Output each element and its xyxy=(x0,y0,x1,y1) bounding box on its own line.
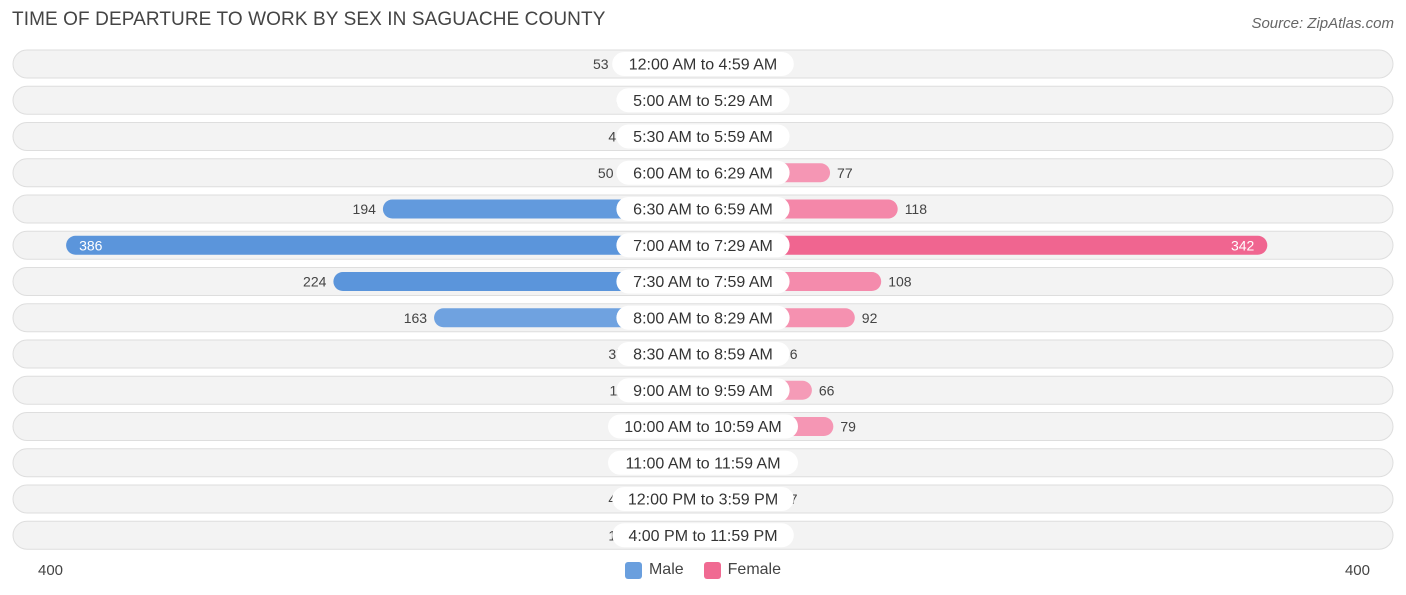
category-label-background xyxy=(612,487,794,511)
legend-swatch-female xyxy=(703,561,721,579)
category-label: 9:00 AM to 9:59 AM xyxy=(633,383,773,400)
legend-label-female: Female xyxy=(727,561,782,578)
bar-female xyxy=(703,235,1268,255)
value-label-female: 118 xyxy=(905,201,928,217)
category-label-background xyxy=(616,269,790,294)
category-label-background xyxy=(616,124,790,149)
category-label: 4:00 PM to 11:59 PM xyxy=(628,528,777,545)
legend-item-female[interactable]: Female xyxy=(703,561,782,579)
category-label: 12:00 AM to 4:59 AM xyxy=(629,57,778,74)
value-label-male: 386 xyxy=(79,237,103,253)
legend-item-male[interactable]: Male xyxy=(624,561,684,579)
legend-swatch-male xyxy=(624,561,642,579)
category-label: 12:00 PM to 3:59 PM xyxy=(628,492,778,509)
value-label-male: 224 xyxy=(303,274,327,290)
value-label-female: 342 xyxy=(1231,237,1255,253)
category-label-background xyxy=(616,233,790,258)
value-label-female: 92 xyxy=(862,310,878,326)
legend-label-male: Male xyxy=(648,561,684,578)
value-label-female: 66 xyxy=(819,382,835,398)
legend: Male Female xyxy=(0,561,1406,579)
category-label: 11:00 AM to 11:59 AM xyxy=(625,455,780,472)
value-label-male: 53 xyxy=(593,56,609,72)
category-label-background xyxy=(608,450,798,475)
category-label: 8:00 AM to 8:29 AM xyxy=(633,310,773,327)
category-label-background xyxy=(616,197,790,221)
category-label: 7:00 AM to 7:29 AM xyxy=(633,238,773,255)
value-label-male: 163 xyxy=(404,310,428,326)
value-label-female: 79 xyxy=(840,419,856,435)
chart-title: TIME OF DEPARTURE TO WORK BY SEX IN SAGU… xyxy=(12,9,606,30)
source-label: Source: ZipAtlas.com xyxy=(1251,15,1394,32)
category-label: 5:30 AM to 5:59 AM xyxy=(633,129,773,146)
category-label: 6:30 AM to 6:59 AM xyxy=(633,202,773,219)
category-label-background xyxy=(612,523,794,548)
axis-label-right: 400 xyxy=(1344,562,1370,579)
value-label-female: 77 xyxy=(837,165,853,181)
category-label: 6:00 AM to 6:29 AM xyxy=(633,165,773,182)
category-label: 5:00 AM to 5:29 AM xyxy=(633,93,773,110)
category-label-background xyxy=(616,378,790,403)
axis-label-left: 400 xyxy=(38,562,64,579)
value-label-male: 50 xyxy=(598,165,614,181)
category-label-background xyxy=(608,414,798,439)
category-label: 7:30 AM to 7:59 AM xyxy=(633,274,773,291)
bar-male xyxy=(66,235,704,255)
value-label-male: 194 xyxy=(353,201,377,217)
bar-male xyxy=(333,272,703,291)
category-label: 10:00 AM to 10:59 AM xyxy=(624,419,781,436)
category-label-background xyxy=(612,52,794,76)
value-label-female: 108 xyxy=(888,274,912,290)
category-label-background xyxy=(616,160,790,185)
category-label-background xyxy=(616,88,790,113)
category-label-background xyxy=(616,305,790,330)
category-label: 8:30 AM to 8:59 AM xyxy=(633,347,773,364)
category-label-background xyxy=(616,342,790,366)
